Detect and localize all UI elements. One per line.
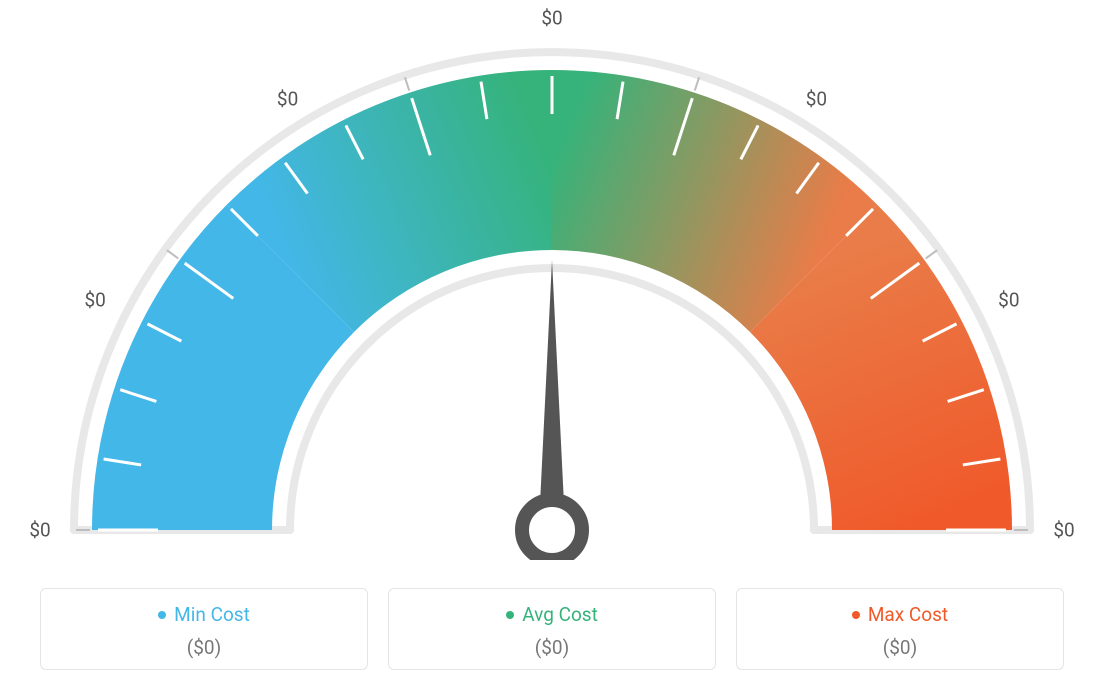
gauge-tick-label: $0 xyxy=(29,519,50,542)
legend-max-label: Max Cost xyxy=(868,603,948,626)
gauge-tick-label: $0 xyxy=(998,289,1019,312)
gauge-tick-label: $0 xyxy=(541,7,562,30)
gauge-tick-label: $0 xyxy=(84,289,105,312)
legend-min-label: Min Cost xyxy=(174,603,250,626)
legend-max-value: ($0) xyxy=(745,636,1055,659)
legend-avg-card: Avg Cost ($0) xyxy=(388,588,716,670)
legend-avg-value: ($0) xyxy=(397,636,707,659)
legend-min-dot xyxy=(158,611,166,619)
legend-avg-dot xyxy=(506,611,514,619)
legend-avg-label: Avg Cost xyxy=(522,603,598,626)
legend-min-label-wrap: Min Cost xyxy=(158,603,250,626)
gauge-tick-label: $0 xyxy=(806,87,827,110)
legend-row: Min Cost ($0) Avg Cost ($0) Max Cost ($0… xyxy=(40,588,1064,670)
legend-min-card: Min Cost ($0) xyxy=(40,588,368,670)
legend-max-dot xyxy=(852,611,860,619)
gauge-tick-label: $0 xyxy=(1053,519,1074,542)
gauge-tick-label: $0 xyxy=(277,87,298,110)
gauge-svg xyxy=(0,0,1104,560)
legend-max-card: Max Cost ($0) xyxy=(736,588,1064,670)
cost-gauge-widget: $0 $0 $0 $0 $0 $0 $0 Min Cost ($0) Avg Cost ($… xyxy=(0,0,1104,690)
legend-min-value: ($0) xyxy=(49,636,359,659)
gauge-chart: $0 $0 $0 $0 $0 $0 $0 xyxy=(0,0,1104,560)
legend-avg-label-wrap: Avg Cost xyxy=(506,603,598,626)
legend-max-label-wrap: Max Cost xyxy=(852,603,948,626)
